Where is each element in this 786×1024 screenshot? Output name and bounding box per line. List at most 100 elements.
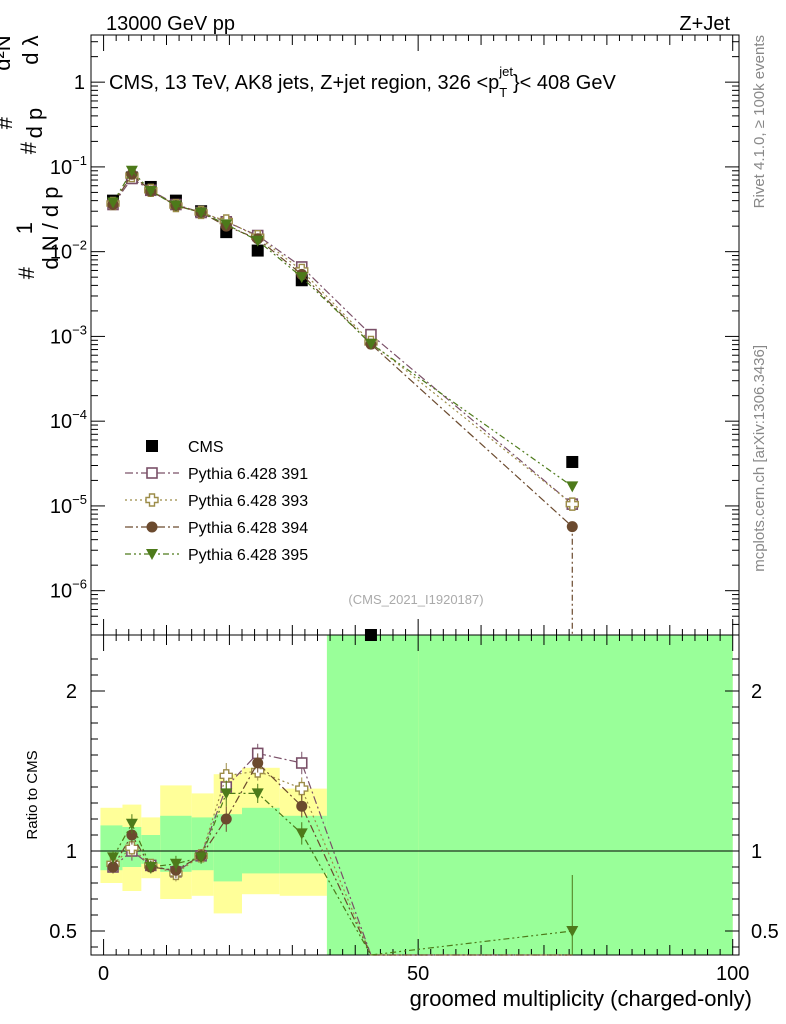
main-series-1 — [107, 172, 579, 510]
main-axis-ticks: 10−6 10−5 10−4 10−3 10−2 10−1 1 — [50, 35, 739, 636]
main-y-tick-label: 10−5 — [50, 492, 87, 518]
main-y-tick-label: 10−2 — [50, 238, 87, 264]
ratio-y-tick-label: 2 — [66, 681, 77, 703]
ratio-axis-ticks: 0.5 0.5 1 1 2 2 0 50 100 — [49, 635, 779, 985]
ratio-series-line — [112, 752, 573, 956]
main-series-2 — [106, 168, 579, 511]
main-series-0 — [107, 171, 579, 641]
ratio-data-point — [295, 828, 308, 840]
ratio-data-point — [107, 861, 119, 873]
ratio-y-tick-label: 1 — [66, 841, 77, 863]
x-axis-label: groomed multiplicity (charged-only) — [410, 986, 752, 1011]
main-data-point — [169, 200, 182, 212]
main-data-point — [107, 197, 120, 209]
legend-entry: Pythia 6.428 393 — [125, 493, 308, 510]
ratio-series-layer — [106, 743, 579, 956]
legend-label: Pythia 6.428 395 — [188, 547, 308, 564]
legend-marker — [146, 549, 158, 560]
plot-title: CMS, 13 TeV, AK8 jets, Z+jet region, 326… — [109, 64, 616, 100]
ratio-y-tick-label: 0.5 — [49, 921, 77, 943]
main-data-point — [566, 455, 579, 468]
ratio-y-tick-label-right: 1 — [751, 841, 762, 863]
ratio-data-point — [126, 829, 138, 841]
ratio-data-point — [295, 781, 309, 796]
ratio-data-point — [220, 788, 233, 800]
ratio-y-axis-label: Ratio to CMS — [24, 750, 41, 839]
analysis-watermark: (CMS_2021_I1920187) — [348, 592, 483, 607]
ratio-series-3 — [107, 780, 579, 956]
ratio-band-green — [418, 635, 733, 955]
legend-marker — [145, 493, 159, 507]
main-data-point — [295, 272, 308, 284]
main-data-point — [565, 497, 579, 511]
main-data-point — [251, 244, 264, 257]
x-tick-label: 100 — [716, 963, 749, 985]
mcplots-label: mcplots.cern.ch [arXiv:1306.3436] — [751, 345, 768, 572]
ratio-series-line — [112, 770, 573, 956]
ratio-band-green — [141, 835, 161, 864]
main-series-layer — [106, 165, 579, 641]
main-series-line — [112, 177, 573, 505]
rivet-version-label: Rivet 4.1.0, ≥ 100k events — [751, 35, 768, 208]
main-plot-frame — [90, 34, 740, 636]
main-y-tick-label: 10−1 — [50, 153, 87, 179]
main-series-line — [112, 174, 573, 505]
main-data-point — [125, 165, 138, 177]
ratio-data-point — [566, 926, 579, 937]
header-left-label: 13000 GeV pp — [106, 13, 235, 35]
ratio-band-green — [326, 635, 419, 955]
legend-label: Pythia 6.428 394 — [188, 520, 308, 537]
ratio-series-line — [112, 762, 573, 956]
ratio-bands — [91, 635, 739, 955]
ratio-data-point — [220, 813, 232, 825]
legend-label: CMS — [188, 439, 224, 456]
main-data-point — [144, 185, 157, 197]
ratio-data-point — [195, 852, 208, 864]
main-data-point — [220, 219, 233, 231]
ratio-data-point — [125, 841, 139, 855]
legend-label: Pythia 6.428 393 — [188, 493, 308, 510]
ratio-data-point — [125, 818, 138, 830]
legend-label: Pythia 6.428 391 — [188, 466, 308, 483]
legend-entry: Pythia 6.428 394 — [125, 520, 308, 537]
x-tick-label: 50 — [407, 963, 429, 985]
ratio-data-point — [169, 858, 182, 870]
legend-marker — [146, 467, 158, 479]
main-y-tick-label: 10−6 — [50, 577, 87, 603]
main-y-axis-label: # 1 d N / d p # # d p d²N d λ — [0, 29, 63, 279]
ratio-y-tick-label-right: 2 — [751, 681, 762, 703]
legend-entry: CMS — [146, 439, 224, 456]
legend-marker — [146, 440, 158, 452]
legend: CMS Pythia 6.428 391 Pythia 6.428 393 Pythi… — [125, 439, 308, 564]
main-y-tick-label: 10−3 — [50, 322, 87, 348]
main-series-3 — [107, 168, 578, 533]
main-data-point — [566, 481, 579, 493]
main-y-tick-label: 1 — [74, 72, 85, 94]
main-y-tick-label: 10−4 — [50, 407, 87, 433]
legend-entry: Pythia 6.428 395 — [125, 547, 308, 564]
ratio-series-line — [112, 792, 573, 956]
main-series-line — [112, 173, 573, 528]
ratio-data-point — [219, 769, 233, 783]
main-data-point — [251, 235, 264, 247]
ratio-band-green — [241, 807, 280, 874]
ratio-data-point — [252, 757, 264, 769]
ratio-data-point — [144, 862, 157, 873]
ratio-data-point — [251, 788, 264, 800]
ratio-band-green — [100, 825, 123, 871]
main-series-4 — [107, 165, 579, 493]
ratio-data-point — [296, 800, 308, 812]
svg-text:# 1 d N / d p: # 1 d N / d p # # d p d²N d λ — [0, 29, 63, 279]
main-data-point — [364, 338, 377, 350]
main-data-point — [195, 207, 208, 219]
ratio-data-point — [107, 852, 120, 864]
legend-entry: Pythia 6.428 391 — [125, 466, 308, 483]
x-tick-label: 0 — [98, 963, 109, 985]
ratio-data-point — [295, 757, 308, 769]
legend-marker — [146, 521, 158, 533]
main-data-point-clipped — [365, 631, 376, 635]
ratio-y-tick-label-right: 0.5 — [751, 921, 779, 943]
header-right-label: Z+Jet — [679, 13, 730, 35]
main-series-line — [112, 169, 573, 487]
